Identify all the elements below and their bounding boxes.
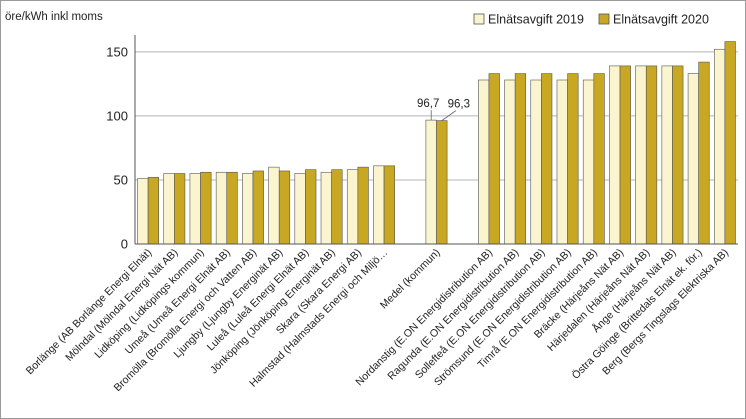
bar-2020: [357, 166, 369, 245]
bar-2020: [278, 170, 291, 245]
bar-2019: [189, 173, 201, 245]
bar-2020: [305, 169, 317, 245]
bar-2019: [346, 169, 359, 245]
bar-2020: [698, 61, 710, 245]
data-label-2020: 96,3: [448, 99, 470, 111]
bar-2020: [645, 65, 658, 245]
bar-2020: [672, 65, 684, 245]
bar-2020: [541, 73, 553, 245]
y-axis-unit-label: öre/kWh inkl moms: [5, 11, 103, 23]
legend-swatch-2019: [473, 13, 485, 25]
legend-label-2020: Elnätsavgift 2020: [613, 13, 709, 27]
bar-2019: [242, 173, 254, 245]
data-labels: 96,7 96,3: [417, 98, 470, 121]
bar-2019: [661, 65, 673, 245]
bar-2019: [137, 178, 149, 245]
bar-2019: [320, 171, 332, 245]
legend-swatch-2020: [598, 13, 610, 25]
bar-2019: [713, 48, 726, 245]
bar-2020: [147, 177, 160, 245]
bar-2020: [567, 73, 579, 245]
axes: [134, 35, 738, 245]
bar-2019: [635, 65, 647, 245]
y-tick-labels: 0 50 100 150: [106, 44, 128, 251]
y-tick-label: 50: [114, 172, 128, 187]
bar-2019: [268, 166, 280, 245]
legend: Elnätsavgift 2019 Elnätsavgift 2020: [473, 13, 709, 27]
bar-2019: [582, 79, 595, 245]
y-tick-label: 100: [106, 108, 128, 123]
y-tick-label: 150: [106, 44, 128, 59]
bar-2020: [514, 73, 527, 245]
bar-2020: [331, 169, 343, 245]
legend-label-2019: Elnätsavgift 2019: [488, 13, 584, 27]
bar-2019: [215, 171, 228, 245]
bar-2020: [226, 171, 238, 245]
bar-2019: [373, 165, 385, 245]
bar-2019: [163, 173, 175, 245]
bar-2019: [478, 79, 490, 245]
bar-2020: [174, 173, 186, 245]
bar-2020: [724, 41, 736, 245]
bar-2019: [530, 79, 542, 245]
x-category-labels: Borlänge (AB Borlänge Energi Elnät)Mölnd…: [24, 246, 731, 394]
bar-2019: [556, 79, 568, 245]
bar-2020: [252, 170, 264, 245]
data-label-2019: 96,7: [417, 98, 439, 110]
y-tick-label: 0: [121, 237, 128, 252]
bar-2019: [504, 79, 516, 245]
bar-2020: [593, 73, 605, 245]
bar-2020: [200, 171, 212, 245]
bar-2019: [687, 73, 699, 245]
bar-2020: [488, 73, 500, 245]
bars: [137, 41, 736, 245]
bar-2019: [609, 65, 621, 245]
bar-2020: [619, 65, 631, 245]
bar-2020: [383, 165, 395, 245]
bar-2019: [425, 119, 437, 245]
bar-2019: [294, 173, 306, 245]
data-label-leader-2020: [441, 110, 457, 121]
bar-2020: [436, 120, 448, 245]
